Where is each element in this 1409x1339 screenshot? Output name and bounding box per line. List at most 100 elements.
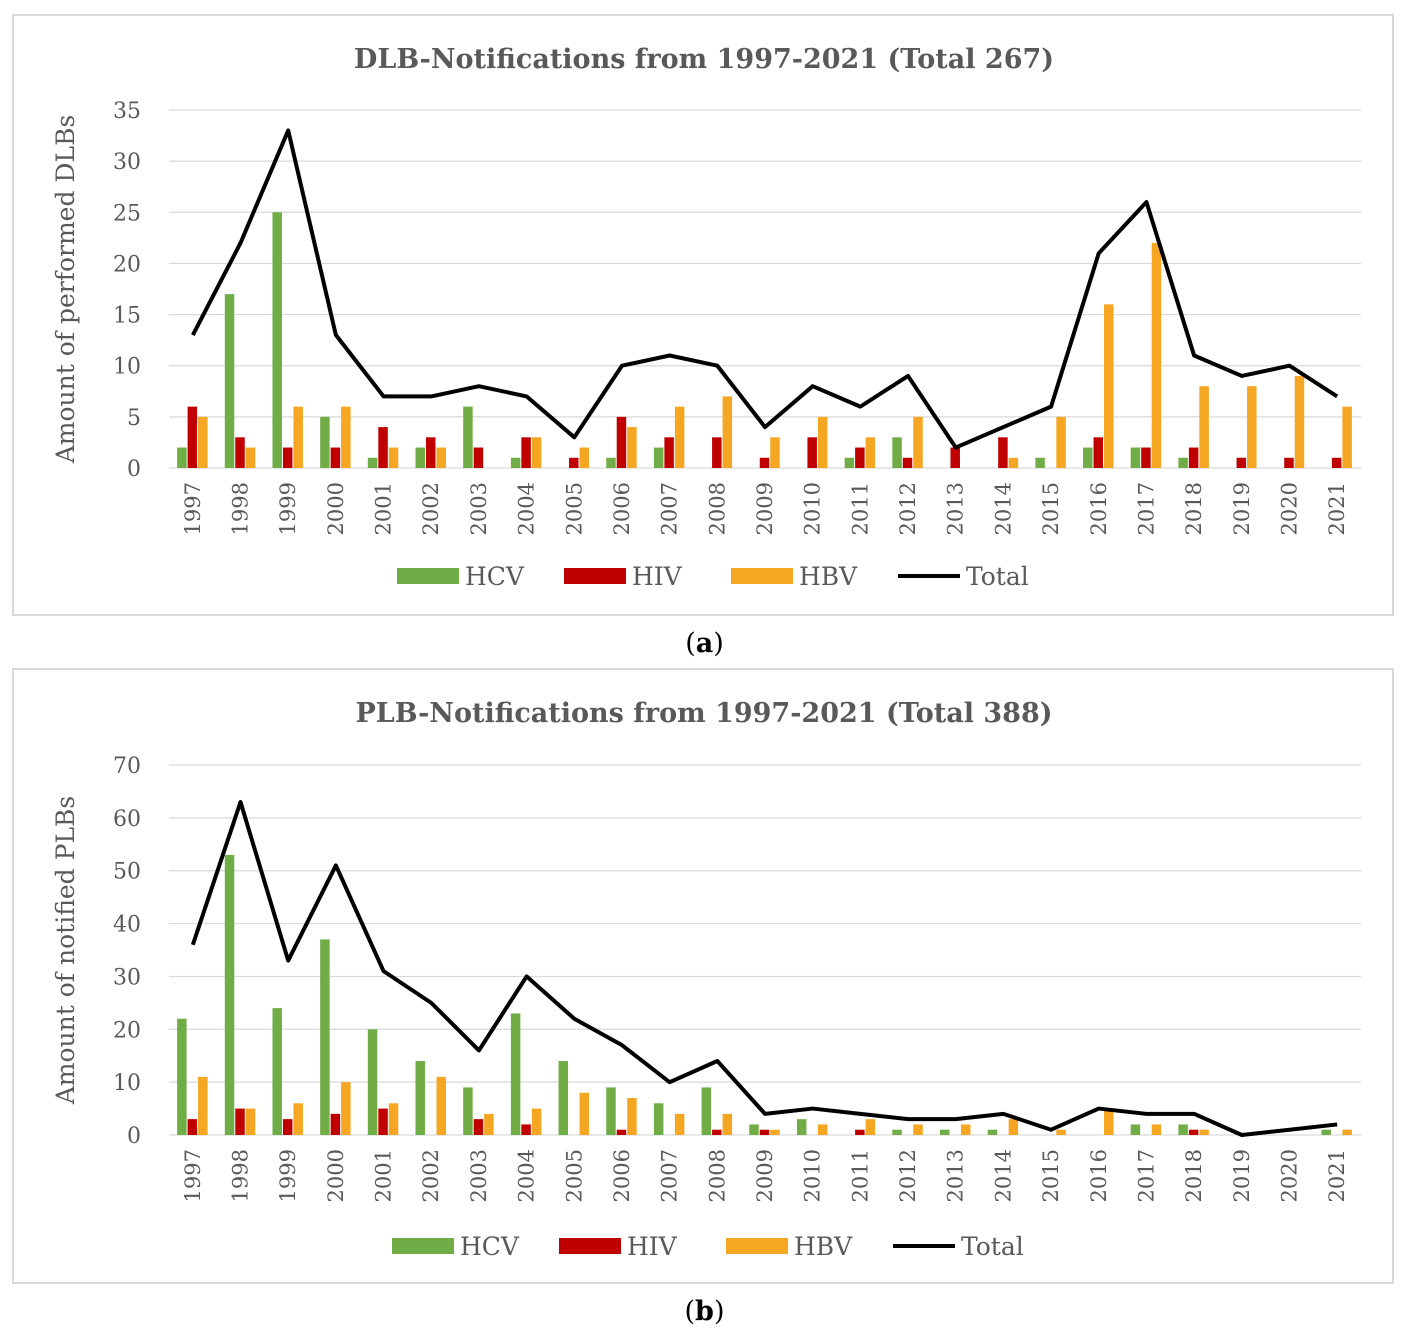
chart-b-bar-hiv — [616, 1129, 627, 1135]
chart-panel-b: PLB-Notifications from 1997-2021 (Total … — [12, 668, 1394, 1284]
chart-a-bar-hbv — [1247, 386, 1257, 468]
chart-a-x-tick-label: 2017 — [1134, 482, 1158, 535]
chart-a-y-tick-label: 30 — [113, 150, 141, 175]
chart-b-bar-hiv — [759, 1129, 770, 1135]
chart-a-bar-hcv — [1178, 457, 1188, 468]
chart-a-bar-hbv — [722, 396, 733, 468]
chart-b-bar-hiv — [855, 1129, 865, 1135]
chart-b-x-tick-label: 1997 — [181, 1149, 205, 1202]
chart-a-bar-hbv — [1199, 386, 1209, 468]
chart-b-legend-label-hbv: HBV — [794, 1232, 853, 1261]
chart-b-bar-hcv — [1130, 1124, 1141, 1135]
chart-b-x-tick-label: 2015 — [1039, 1149, 1063, 1202]
chart-b-x-tick-label: 2011 — [848, 1149, 872, 1202]
chart-b-title: PLB-Notifications from 1997-2021 (Total … — [355, 698, 1052, 729]
chart-b-bar-hbv — [1199, 1129, 1209, 1135]
chart-a-x-tick-label: 2016 — [1087, 482, 1111, 535]
chart-b-bar-hbv — [1151, 1124, 1162, 1135]
chart-b-bar-hcv — [272, 1008, 282, 1135]
chart-b-bar-hiv — [521, 1124, 531, 1135]
chart-b-bar-hbv — [245, 1108, 256, 1135]
chart-b-bar-hcv — [606, 1087, 616, 1135]
chart-a-x-tick-label: 2015 — [1039, 482, 1063, 535]
chart-b-bar-hbv — [1008, 1119, 1019, 1135]
chart-b-y-axis-label: Amount of notified PLBs — [51, 796, 80, 1106]
chart-b-bar-hcv — [796, 1119, 807, 1135]
chart-a-x-tick-label: 2010 — [801, 482, 825, 535]
chart-a-legend-label-hbv: HBV — [799, 562, 858, 591]
chart-b-x-tick-label: 2008 — [705, 1149, 729, 1202]
chart-a-x-tick-label: 2018 — [1182, 482, 1206, 535]
chart-b-x-tick-label: 2020 — [1277, 1149, 1301, 1202]
chart-a-bar-hbv — [1294, 375, 1305, 468]
chart-a-x-tick-label: 2020 — [1277, 482, 1301, 535]
chart-a-legend-swatch-hcv — [397, 568, 459, 584]
chart-b-x-tick-label: 2001 — [372, 1149, 396, 1202]
chart-b-bar-hbv — [913, 1124, 923, 1135]
chart-b-bar-hbv — [436, 1076, 446, 1135]
chart-a-legend-label-hiv: HIV — [632, 562, 683, 591]
chart-a-bar-hcv — [224, 294, 235, 468]
chart-a-bar-hiv — [378, 427, 388, 468]
chart-b-bar-hbv — [341, 1082, 351, 1135]
chart-a-bar-hiv — [855, 447, 865, 468]
chart-a-x-tick-label: 2003 — [467, 482, 491, 535]
chart-b-x-tick-label: 2004 — [515, 1149, 539, 1202]
chart-a-bar-hiv — [282, 447, 293, 468]
chart-b-y-tick-label: 50 — [113, 860, 141, 885]
chart-b-y-tick-label: 0 — [127, 1124, 141, 1149]
chart-a-bar-hiv — [1141, 447, 1151, 468]
chart-a-bar-hbv — [579, 447, 590, 468]
chart-a-bar-hbv — [436, 447, 446, 468]
chart-b-legend-label-hiv: HIV — [627, 1232, 678, 1261]
chart-a-y-tick-label: 25 — [113, 201, 141, 226]
chart-a-bar-hbv — [865, 437, 876, 468]
chart-a-bar-hbv — [1056, 416, 1066, 468]
chart-a-legend-swatch-hiv — [564, 568, 626, 584]
chart-a-x-tick-label: 2005 — [562, 482, 586, 535]
chart-a-bar-hcv — [653, 447, 664, 468]
chart-a-x-tick-label: 2007 — [658, 482, 682, 535]
chart-b-bar-hcv — [558, 1061, 569, 1135]
chart-a-bar-hiv — [1284, 457, 1294, 468]
chart-b-bar-hiv — [282, 1119, 293, 1135]
caption-a-label: a — [695, 628, 714, 659]
chart-a-bar-hiv — [1093, 437, 1104, 468]
chart-a-bar-hbv — [674, 406, 685, 468]
chart-a-title: DLB-Notifications from 1997-2021 (Total … — [354, 44, 1054, 75]
chart-a-bar-hcv — [1130, 447, 1141, 468]
chart-a-x-tick-label: 2004 — [515, 482, 539, 535]
chart-a-bar-hcv — [272, 212, 282, 468]
caption-b: (b) — [684, 1296, 725, 1327]
chart-b-bar-hiv — [1188, 1129, 1199, 1135]
chart-a-x-tick-label: 2019 — [1230, 482, 1254, 535]
chart-a-bar-hcv — [510, 457, 521, 468]
chart-a-bar-hcv — [892, 437, 902, 468]
chart-b-legend-swatch-hcv — [392, 1238, 454, 1254]
chart-b-bar-hbv — [198, 1076, 208, 1135]
chart-b-bar-hbv — [531, 1108, 542, 1135]
chart-b-bar-hcv — [653, 1103, 664, 1135]
chart-b-bar-hcv — [415, 1061, 425, 1135]
chart-b-bar-hcv — [320, 939, 330, 1135]
chart-b-x-tick-label: 2006 — [610, 1149, 634, 1202]
chart-b-x-tick-label: 2013 — [944, 1149, 968, 1202]
chart-b-x-tick-label: 2000 — [324, 1149, 348, 1202]
chart-b-x-tick-label: 2018 — [1182, 1149, 1206, 1202]
chart-a-bar-hiv — [187, 406, 198, 468]
chart-a-bar-hiv — [616, 416, 627, 468]
chart-a-y-tick-label: 5 — [127, 406, 141, 431]
chart-b-y-tick-label: 30 — [113, 965, 141, 990]
chart-b-x-tick-label: 1999 — [276, 1149, 300, 1202]
chart-b-bar-hcv — [224, 854, 235, 1135]
chart-b-line-total — [190, 800, 1338, 1137]
chart-b-x-tick-label: 2012 — [896, 1149, 920, 1202]
chart-a-bar-hcv — [367, 457, 378, 468]
chart-b-bar-hcv — [892, 1129, 902, 1135]
chart-a-bar-hbv — [1008, 457, 1019, 468]
chart-b-y-tick-label: 40 — [113, 913, 141, 938]
chart-a-bar-hbv — [913, 416, 923, 468]
chart-b-y-tick-label: 10 — [113, 1071, 141, 1096]
chart-a-x-tick-label: 1999 — [276, 482, 300, 535]
chart-a-bar-hcv — [606, 457, 616, 468]
